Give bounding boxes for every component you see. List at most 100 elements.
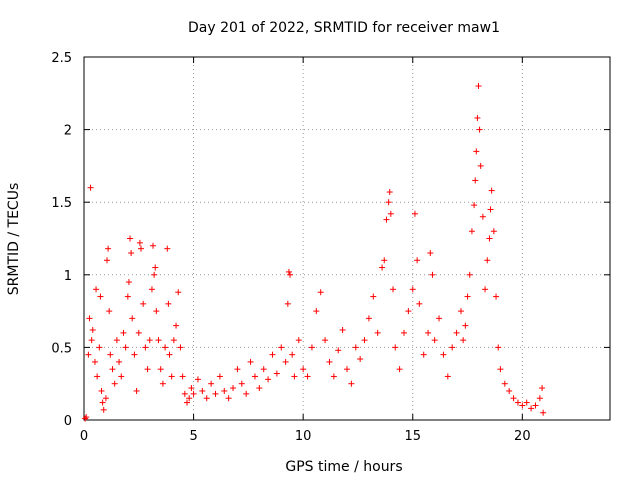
data-point (466, 271, 473, 278)
data-point (208, 380, 215, 387)
data-point (265, 376, 272, 383)
data-point (385, 199, 392, 206)
data-point (146, 337, 153, 344)
data-point (107, 351, 114, 358)
data-point (100, 406, 107, 413)
data-point (111, 380, 118, 387)
data-point (89, 326, 96, 333)
data-point (85, 351, 92, 358)
data-point (479, 213, 486, 220)
data-point (148, 286, 155, 293)
y-tick-label: 2 (64, 124, 72, 139)
data-point (414, 257, 421, 264)
data-point (357, 356, 364, 363)
data-point (170, 337, 177, 344)
data-point (427, 250, 434, 257)
data-point (514, 399, 521, 406)
data-point (150, 242, 157, 249)
data-point (392, 344, 399, 351)
data-point (151, 271, 158, 278)
data-point (216, 373, 223, 380)
data-point (98, 387, 105, 394)
data-point (260, 366, 267, 373)
data-point (234, 366, 241, 373)
data-point (165, 300, 172, 307)
data-point (284, 300, 291, 307)
data-point (390, 286, 397, 293)
data-point (175, 289, 182, 296)
data-point (476, 126, 483, 133)
data-point (93, 286, 100, 293)
data-point (444, 373, 451, 380)
data-point (190, 390, 197, 397)
x-tick-label: 20 (514, 429, 531, 444)
data-point (131, 351, 138, 358)
data-point (127, 235, 134, 242)
data-point (440, 351, 447, 358)
data-point (203, 395, 210, 402)
data-point (155, 337, 162, 344)
data-point (256, 385, 263, 392)
data-point (484, 257, 491, 264)
data-point (88, 337, 95, 344)
data-point (370, 293, 377, 300)
data-point (475, 83, 482, 90)
data-point (474, 114, 481, 121)
data-point (168, 373, 175, 380)
data-point (510, 395, 517, 402)
data-point (493, 293, 500, 300)
data-point (326, 358, 333, 365)
data-point (99, 399, 106, 406)
data-point (194, 376, 201, 383)
data-point (136, 239, 143, 246)
data-point (184, 399, 191, 406)
data-point (383, 216, 390, 223)
data-point (532, 402, 539, 409)
plot-frame (83, 56, 611, 421)
data-point (164, 245, 171, 252)
x-tick-label: 5 (189, 429, 197, 444)
data-point (457, 308, 464, 315)
data-point (386, 189, 393, 196)
data-point (482, 286, 489, 293)
data-point (94, 373, 101, 380)
data-point (144, 366, 151, 373)
data-point (464, 293, 471, 300)
y-tick-label: 1 (64, 269, 72, 284)
data-point (86, 315, 93, 322)
data-point (449, 344, 456, 351)
data-point (181, 390, 188, 397)
data-point (97, 293, 104, 300)
data-point (269, 351, 276, 358)
data-point (365, 315, 372, 322)
y-tick-label: 0.5 (51, 341, 72, 356)
data-point (497, 366, 504, 373)
data-point (118, 373, 125, 380)
data-point (352, 344, 359, 351)
data-point (243, 390, 250, 397)
x-tick-label: 0 (80, 429, 88, 444)
data-point (102, 395, 109, 402)
data-point (287, 271, 294, 278)
data-point (416, 300, 423, 307)
data-point (137, 245, 144, 252)
data-point (109, 366, 116, 373)
data-point (96, 344, 103, 351)
data-point (304, 373, 311, 380)
data-point (186, 395, 193, 402)
chart-title: Day 201 of 2022, SRMTID for receiver maw… (188, 20, 500, 36)
data-point (188, 385, 195, 392)
data-point (317, 289, 324, 296)
data-point (177, 344, 184, 351)
data-point (436, 315, 443, 322)
data-point (374, 329, 381, 336)
data-point (471, 202, 478, 209)
data-point (129, 315, 136, 322)
data-point (411, 210, 418, 217)
data-point (379, 264, 386, 271)
data-point (381, 257, 388, 264)
data-point (472, 177, 479, 184)
data-point (409, 286, 416, 293)
data-point (308, 344, 315, 351)
